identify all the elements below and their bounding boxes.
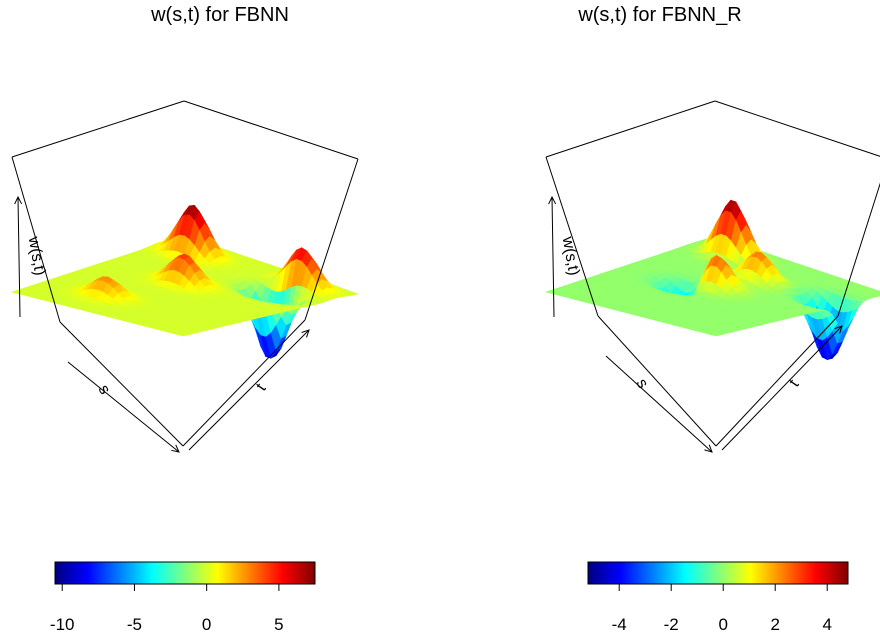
surface-facet (710, 333, 722, 337)
s-axis-arrow-head (704, 444, 713, 453)
z-axis-arrow (17, 196, 21, 318)
surface-plot-fbnn-r: s tw(s,t) -4 -2 0 2 4 (544, 100, 880, 634)
surface-mesh (10, 204, 360, 359)
box-back-edges (11, 100, 359, 160)
t-axis-arrow-head (301, 329, 310, 338)
colorbar: -4 -2 0 2 4 (587, 561, 849, 634)
colorbar-tick-label: -4 (612, 615, 627, 634)
chart-title: w(s,t) for FBNN_R (578, 4, 742, 26)
box-front-edges (545, 156, 880, 453)
colorbar-tick-label: 5 (274, 615, 283, 634)
box-back-edges (545, 100, 880, 158)
box-edge-bottom-s (59, 321, 184, 447)
colorbar-tick-label: 0 (718, 615, 727, 634)
colorbar-tick-label: -2 (664, 615, 679, 634)
box-edge-top-right (183, 100, 359, 160)
t-axis-arrow (188, 329, 310, 451)
z-axis-arrow-head (548, 195, 557, 205)
box-edge-bottom-t (715, 315, 839, 447)
box-edge-top-right (714, 100, 880, 157)
box-edge-bottom-t (182, 319, 306, 447)
box-front-edges (11, 156, 359, 453)
colorbar-tick-label: 0 (202, 615, 211, 634)
box-edge-left-vertical (11, 156, 61, 323)
chart-title: w(s,t) for FBNN (151, 4, 289, 26)
colorbar-tick-label: 4 (822, 615, 831, 634)
t-axis-label: t (786, 376, 803, 390)
surface-mesh (544, 199, 880, 361)
z-axis-label: w(s,t) (558, 235, 582, 277)
s-axis-arrow (67, 361, 180, 453)
t-axis-label: t (253, 380, 270, 394)
s-axis-arrow-head (171, 444, 180, 453)
z-axis-label: w(s,t) (24, 235, 48, 277)
z-axis-arrow-head (14, 195, 23, 205)
chart-panel-fbnn: w(s,t) for FBNN s t w(s,t) -10 -5 0 5 (10, 4, 360, 634)
colorbar-gradient (54, 561, 316, 585)
box-edge-left-vertical (545, 156, 599, 317)
s-axis-label: s (95, 382, 114, 397)
colorbar-tick-label: -10 (50, 615, 75, 634)
s-axis-arrow (605, 355, 713, 453)
chart-panel-fbnn-r: w(s,t) for FBNN_R s t w(s,t) -4 -2 0 2 4 (440, 0, 880, 639)
colorbar: -10 -5 0 5 (50, 561, 316, 634)
box-edge-bottom-s (597, 315, 717, 447)
t-axis-arrow (721, 325, 843, 451)
t-axis-arrow-head (834, 325, 843, 334)
box-edge-right-vertical (304, 158, 359, 321)
colorbar-tick-label: 2 (770, 615, 779, 634)
box-edge-top-left (545, 100, 716, 158)
colorbar-gradient (587, 561, 849, 585)
surface-plot-fbnn: s t w(s,t) -10 -5 0 5 (10, 100, 360, 634)
z-axis-arrow (551, 196, 555, 318)
colorbar-tick-label: -5 (127, 615, 142, 634)
surface-facet (177, 333, 189, 337)
box-edge-top-left (11, 100, 185, 158)
